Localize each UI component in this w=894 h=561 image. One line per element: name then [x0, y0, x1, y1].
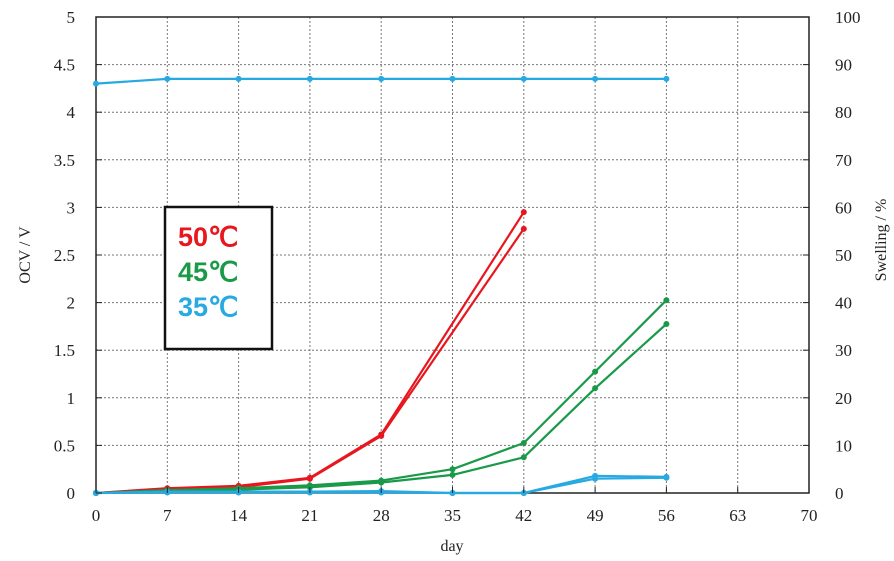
y-right-tick-label: 90 [835, 56, 852, 75]
data-point [306, 475, 313, 482]
y-right-tick-label: 60 [835, 198, 852, 217]
data-point [235, 75, 242, 82]
y-right-tick-label: 0 [835, 484, 844, 503]
y-right-tick-label: 30 [835, 341, 852, 360]
data-point [93, 80, 99, 87]
data-point [592, 368, 599, 375]
x-tick-label: 35 [444, 506, 461, 525]
x-tick-label: 0 [92, 506, 101, 525]
y-left-tick-label: 1 [67, 389, 76, 408]
data-point [592, 385, 599, 392]
x-tick-label: 70 [801, 506, 818, 525]
x-tick-label: 49 [587, 506, 604, 525]
y-left-tick-label: 0 [67, 484, 76, 503]
legend-label-45c: 45℃ [178, 257, 238, 287]
y-right-tick-label: 20 [835, 389, 852, 408]
x-tick-label: 42 [515, 506, 532, 525]
data-point [592, 75, 599, 82]
data-point [449, 466, 456, 473]
y-right-tick-label: 40 [835, 294, 852, 313]
data-point [592, 475, 599, 482]
y-left-tick-label: 5 [67, 8, 76, 27]
y-left-tick-label: 3.5 [54, 151, 75, 170]
data-point [663, 75, 670, 82]
x-tick-label: 56 [658, 506, 675, 525]
data-point [663, 474, 670, 481]
legend-box [163, 205, 274, 351]
x-tick-label: 21 [301, 506, 318, 525]
gridlines [96, 17, 809, 493]
data-point [164, 75, 171, 82]
data-point [520, 454, 527, 461]
data-point [520, 225, 527, 232]
tick-labels: 0 7 14 21 28 35 42 49 56 63 70 0 0.5 1 1.5 2 2.5 3 3.5 4 4.5… [54, 8, 861, 525]
legend-label-35c: 35℃ [178, 292, 238, 322]
legend: 50℃ 45℃ 35℃ [163, 205, 274, 351]
y-right-tick-label: 10 [835, 436, 852, 455]
data-point [663, 297, 670, 304]
y-right-axis-title: Swelling / % [873, 199, 890, 282]
data-point [449, 471, 456, 478]
data-point [378, 432, 385, 439]
data-point [520, 440, 527, 447]
x-tick-label: 14 [230, 506, 248, 525]
y-left-tick-label: 2.5 [54, 246, 75, 265]
x-axis-title: day [440, 538, 463, 555]
y-left-tick-label: 4 [67, 103, 76, 122]
y-left-axis-title: OCV / V [17, 226, 34, 284]
y-left-tick-label: 3 [67, 198, 76, 217]
y-right-tick-label: 80 [835, 103, 852, 122]
x-tick-label: 28 [373, 506, 390, 525]
y-right-tick-label: 70 [835, 151, 852, 170]
data-point [306, 75, 313, 82]
y-left-tick-label: 1.5 [54, 341, 75, 360]
x-tick-label: 63 [729, 506, 746, 525]
data-point [378, 75, 385, 82]
x-tick-label: 7 [163, 506, 172, 525]
data-series [93, 75, 670, 496]
y-left-tick-label: 2 [67, 294, 76, 313]
y-left-tick-label: 4.5 [54, 56, 75, 75]
data-point [378, 479, 385, 486]
data-point [663, 321, 670, 328]
y-left-tick-label: 0.5 [54, 436, 75, 455]
y-right-tick-label: 100 [835, 8, 861, 27]
legend-label-50c: 50℃ [178, 222, 238, 252]
y-right-tick-label: 50 [835, 246, 852, 265]
data-point [520, 75, 527, 82]
data-point [449, 75, 456, 82]
data-point [520, 209, 527, 216]
